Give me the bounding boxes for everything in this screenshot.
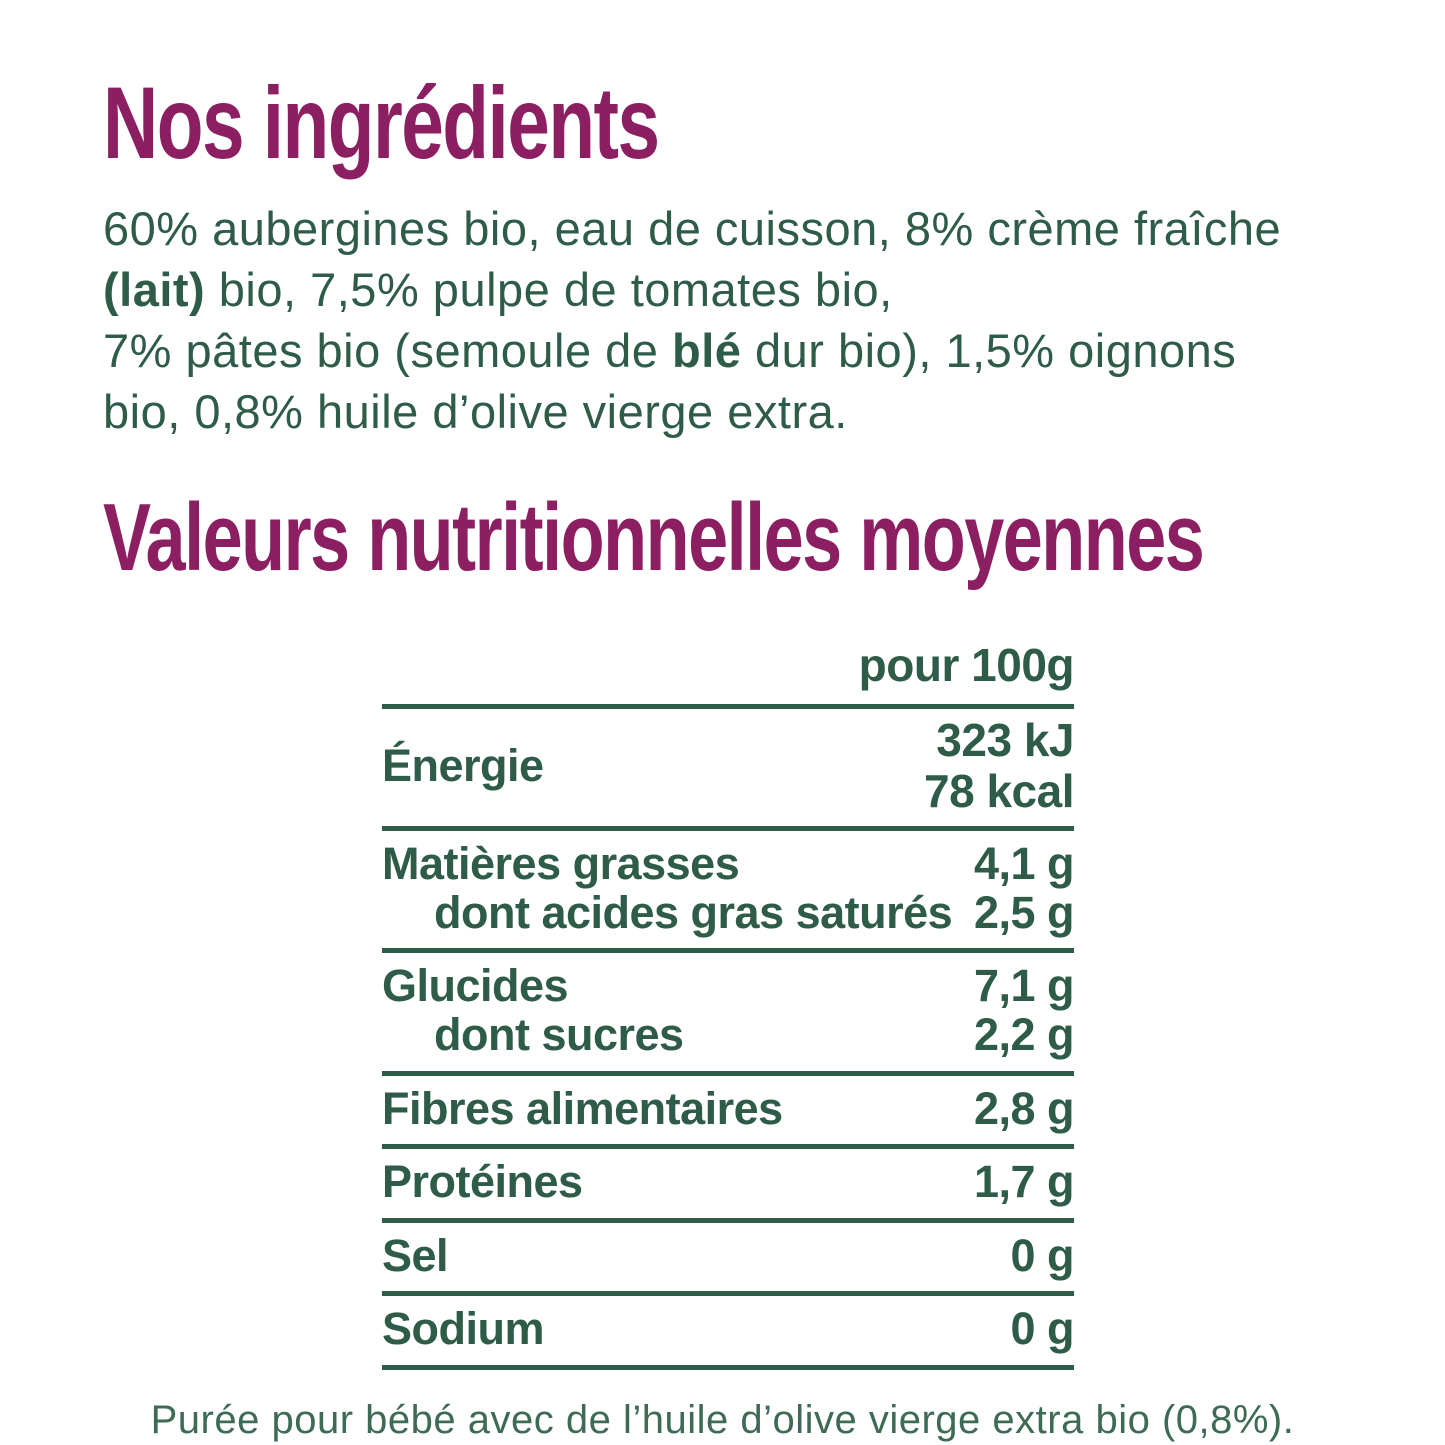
row-value: 323 kJ [936,714,1074,766]
ingredient-segment: dur bio), 1,5% oignons [741,324,1237,377]
ingredient-segment: bio, 7,5% pulpe de tomates bio, [205,263,893,316]
row-sub-value: 2,5 g [973,886,1075,938]
footer-note: Purée pour bébé avec de l’huile d’olive … [150,1398,1295,1442]
table-row: Glucides 7,1 g dont sucres 2,2 g [382,953,1075,1070]
row-label: Sodium [382,1303,545,1355]
table-rule [382,826,1074,832]
table-row-main: Sel 0 g [382,1229,1074,1281]
table-column-header: pour 100g [858,639,1075,691]
table-row: Fibres alimentaires 2,8 g [382,1076,1075,1145]
ingredients-text: 60% aubergines bio, eau de cuisson, 8% c… [103,198,1413,442]
table-rule [382,1144,1074,1150]
row-sub-value: 2,2 g [973,1008,1075,1060]
ingredient-segment: 60% aubergines bio, eau de cuisson, 8% c… [103,202,1282,255]
table-row-main: Protéines 1,7 g [382,1156,1075,1208]
ingredients-line: bio, 0,8% huile d’olive vierge extra. [103,381,1413,442]
table-row-main: Fibres alimentaires 2,8 g [382,1082,1075,1134]
row-value: 7,1 g [973,960,1075,1012]
table-rule [382,1070,1074,1076]
row-values: 323 kJ 78 kcal [924,715,1074,816]
row-sub-label: dont acides gras saturés [434,886,953,938]
row-label: Sel [382,1229,449,1281]
ingredients-title: Nos ingrédients [103,66,660,180]
table-row-main: Matières grasses 4,1 g [382,838,1075,890]
table-row-main: Glucides 7,1 g [382,960,1075,1012]
ingredient-segment: (lait) [103,263,206,316]
row-value: 0 g [1010,1303,1074,1355]
table-row: Sodium 0 g [382,1296,1074,1365]
table-rule [382,1364,1074,1370]
ingredient-segment: blé [672,324,742,377]
table-row-sub: dont acides gras saturés 2,5 g [382,886,1075,938]
row-sub-label: dont sucres [434,1008,684,1060]
table-row: Sel 0 g [382,1223,1074,1292]
ingredients-line: (lait) bio, 7,5% pulpe de tomates bio, [103,259,1413,320]
row-value: 4,1 g [973,838,1075,890]
ingredient-segment: 7% pâtes bio (semoule de [103,324,672,377]
table-rows: Énergie 323 kJ 78 kcal Matières grasses 4,1 … [382,709,1075,1370]
row-label: Matières grasses [382,838,740,890]
table-row-main: Sodium 0 g [382,1305,1074,1354]
row-label: Protéines [382,1156,583,1208]
ingredients-line: 7% pâtes bio (semoule de blé dur bio), 1… [103,320,1413,381]
row-label: Fibres alimentaires [382,1082,783,1134]
row-value: 2,8 g [973,1082,1075,1134]
table-row: Matières grasses 4,1 g dont acides gras sa… [382,831,1075,948]
table-rule [382,1217,1074,1223]
table-row-sub: dont sucres 2,2 g [382,1008,1075,1060]
ingredients-line: 60% aubergines bio, eau de cuisson, 8% c… [103,198,1413,259]
table-rule [382,1291,1074,1297]
row-label: Énergie [382,739,544,791]
table-row: Protéines 1,7 g [382,1149,1075,1218]
row-value: 78 kcal [924,764,1074,817]
row-label: Glucides [382,960,569,1012]
table-rule [382,704,1074,709]
nutrition-title: Valeurs nutritionnelles moyennes [103,484,1205,591]
table-rule [382,948,1074,954]
table-row: Énergie 323 kJ 78 kcal [382,709,1074,826]
ingredient-segment: bio, 0,8% huile d’olive vierge extra. [103,385,848,438]
nutrition-table: pour 100g Énergie 323 kJ 78 kcal Matières g… [382,628,1075,1370]
row-value: 0 g [1010,1229,1074,1281]
row-value: 1,7 g [973,1156,1075,1208]
